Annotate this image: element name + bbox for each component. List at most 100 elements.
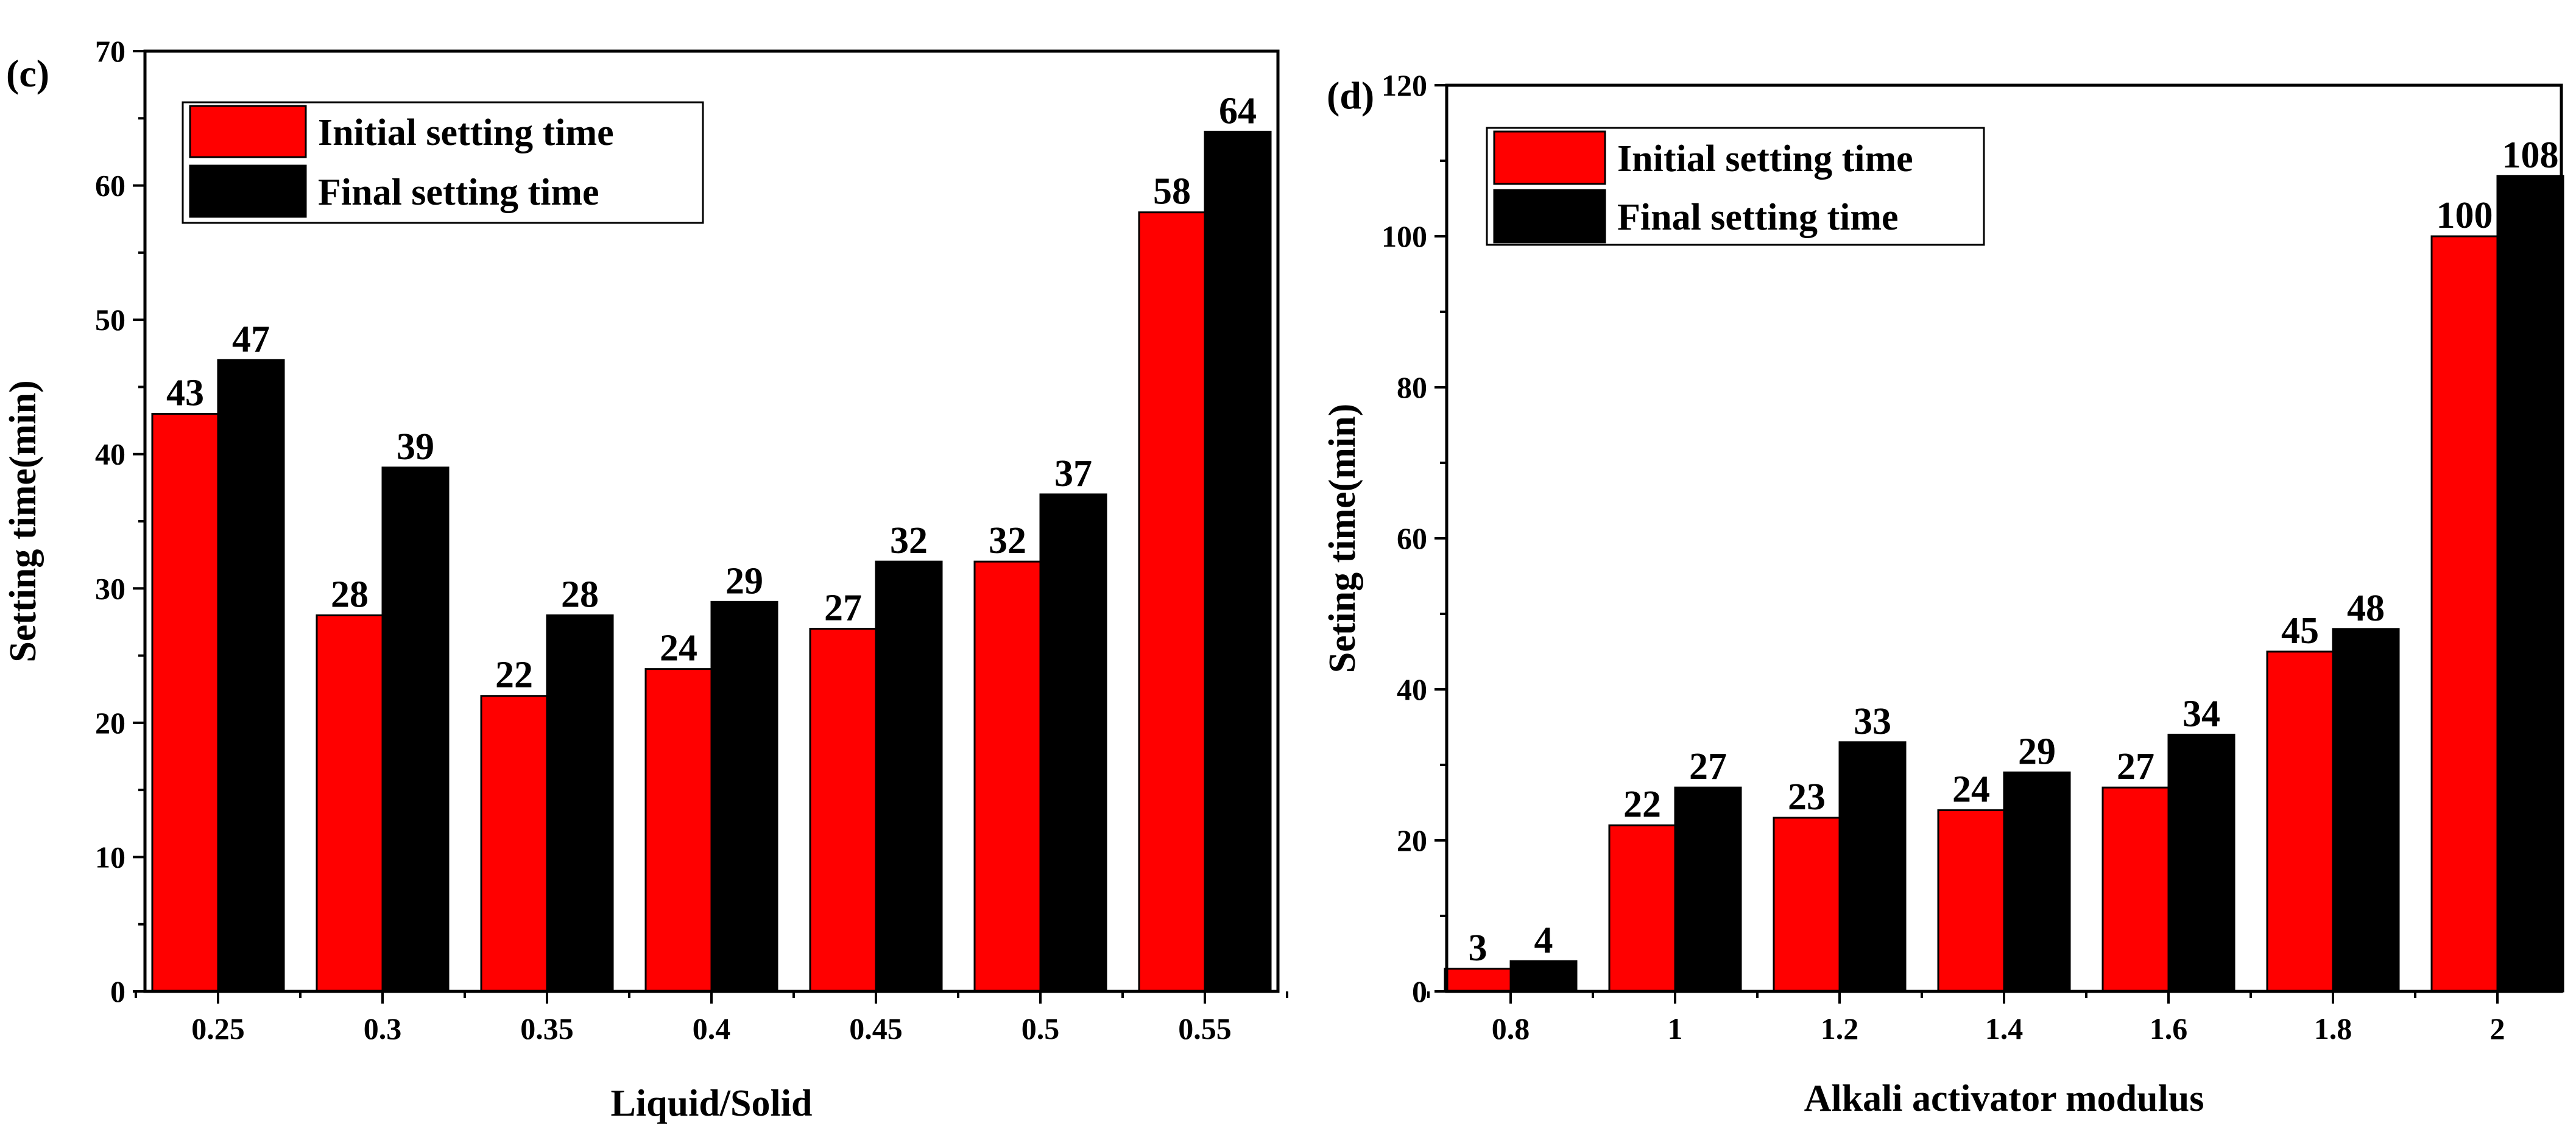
bar-final-0	[217, 359, 285, 993]
plot-frame	[143, 49, 1280, 993]
data-label-final-5: 37	[1054, 453, 1092, 494]
bar-initial-4	[809, 627, 877, 993]
legend-label-initial: Initial setting time	[1617, 138, 1913, 180]
legend-swatch-final	[189, 164, 307, 218]
y-axis-title: Setting time(min)	[2, 380, 44, 662]
x-tick-label-4: 0.45	[849, 1012, 903, 1046]
x-tick-label-1: 1	[1668, 1012, 1683, 1046]
data-label-final-4: 34	[2183, 693, 2220, 734]
x-tick-label-6: 2	[2490, 1012, 2505, 1046]
legend-swatch-initial	[189, 105, 307, 158]
bar-final-1	[1674, 786, 1742, 993]
legend-label-initial: Initial setting time	[318, 112, 614, 153]
y-tick-label-3: 30	[95, 571, 125, 605]
data-label-final-2: 28	[561, 574, 599, 615]
bar-final-0	[1509, 960, 1578, 993]
data-label-initial-2: 22	[495, 655, 533, 696]
x-tick-label-0: 0.25	[191, 1012, 245, 1046]
data-label-final-5: 48	[2347, 588, 2385, 629]
data-label-initial-0: 43	[166, 373, 204, 414]
x-tick-label-5: 1.8	[2314, 1012, 2352, 1046]
y-tick-label-5: 50	[95, 303, 125, 337]
x-tick-label-5: 0.5	[1022, 1012, 1060, 1046]
data-label-initial-2: 23	[1788, 776, 1826, 818]
bar-initial-5	[973, 560, 1042, 993]
bar-initial-1	[316, 614, 384, 993]
data-label-final-1: 27	[1689, 746, 1727, 787]
bar-initial-3	[644, 668, 713, 993]
data-label-initial-3: 24	[660, 628, 697, 669]
x-tick-label-4: 1.6	[2150, 1012, 2188, 1046]
y-tick-label-0: 0	[1412, 974, 1427, 1008]
bar-initial-5	[2266, 650, 2334, 993]
data-label-initial-5: 32	[989, 520, 1026, 561]
bar-initial-0	[151, 413, 219, 993]
x-tick-label-3: 1.4	[1985, 1012, 2024, 1046]
bar-final-4	[875, 560, 943, 993]
y-tick-label-4: 40	[95, 437, 125, 471]
y-tick-label-1: 10	[95, 840, 125, 874]
data-label-initial-0: 3	[1469, 927, 1487, 969]
y-tick-label-1: 20	[1397, 823, 1427, 857]
x-tick-label-2: 0.35	[520, 1012, 574, 1046]
panel-label: (c)	[6, 52, 49, 95]
data-label-final-0: 47	[232, 318, 270, 360]
panel-label: (d)	[1327, 74, 1374, 117]
bar-final-3	[710, 600, 778, 993]
data-label-final-4: 32	[890, 520, 928, 561]
data-label-initial-6: 100	[2437, 195, 2493, 236]
y-tick-label-7: 70	[95, 34, 125, 68]
bar-final-5	[2332, 628, 2400, 993]
x-tick-label-6: 0.55	[1178, 1012, 1232, 1046]
bar-initial-2	[1773, 817, 1841, 993]
legend-swatch-initial	[1493, 130, 1606, 185]
x-tick-label-2: 1.2	[1821, 1012, 1859, 1046]
bar-initial-6	[2430, 235, 2499, 993]
y-tick-label-0: 0	[110, 974, 125, 1008]
x-axis-title: Liquid/Solid	[611, 1083, 813, 1124]
x-tick-label-0: 0.8	[1492, 1012, 1530, 1046]
bar-final-1	[381, 466, 450, 993]
y-tick-label-5: 100	[1382, 219, 1427, 253]
bar-initial-2	[480, 695, 548, 993]
bar-final-6	[2496, 175, 2564, 993]
x-tick-label-1: 0.3	[364, 1012, 402, 1046]
data-label-final-6: 64	[1219, 90, 1257, 132]
data-label-initial-1: 22	[1623, 784, 1661, 825]
data-label-final-3: 29	[2018, 731, 2056, 772]
data-label-initial-4: 27	[2117, 746, 2154, 787]
bar-final-5	[1039, 493, 1107, 993]
bar-final-6	[1204, 130, 1272, 993]
y-axis-title: Seting time(min)	[1322, 404, 1363, 674]
legend-swatch-final	[1493, 189, 1606, 244]
y-tick-label-3: 60	[1397, 521, 1427, 555]
x-tick-label-3: 0.4	[693, 1012, 731, 1046]
bar-final-3	[2003, 771, 2071, 993]
data-label-final-1: 39	[397, 426, 434, 468]
bar-initial-3	[1937, 809, 2005, 993]
y-tick-label-4: 80	[1397, 370, 1427, 404]
data-label-initial-3: 24	[1952, 769, 1990, 810]
bar-initial-1	[1608, 824, 1676, 993]
bar-final-4	[2167, 733, 2235, 993]
data-label-initial-4: 27	[824, 587, 862, 628]
y-tick-label-2: 20	[95, 706, 125, 740]
bar-final-2	[1838, 741, 1907, 993]
data-label-initial-5: 45	[2281, 610, 2319, 652]
x-axis-title: Alkali activator modulus	[1804, 1078, 2204, 1119]
data-label-final-2: 33	[1854, 701, 1891, 742]
data-label-initial-6: 58	[1153, 171, 1191, 213]
data-label-final-0: 4	[1534, 920, 1553, 961]
bar-initial-0	[1444, 968, 1512, 993]
bar-initial-6	[1138, 211, 1206, 993]
bar-initial-4	[2101, 786, 2170, 993]
data-label-final-3: 29	[725, 560, 763, 602]
legend-label-final: Final setting time	[1617, 197, 1899, 238]
y-tick-label-6: 60	[95, 169, 125, 203]
plot-frame	[1445, 83, 2563, 993]
bar-final-2	[546, 614, 614, 993]
legend-label-final: Final setting time	[318, 172, 599, 213]
y-tick-label-2: 40	[1397, 672, 1427, 706]
data-label-initial-1: 28	[331, 574, 369, 615]
